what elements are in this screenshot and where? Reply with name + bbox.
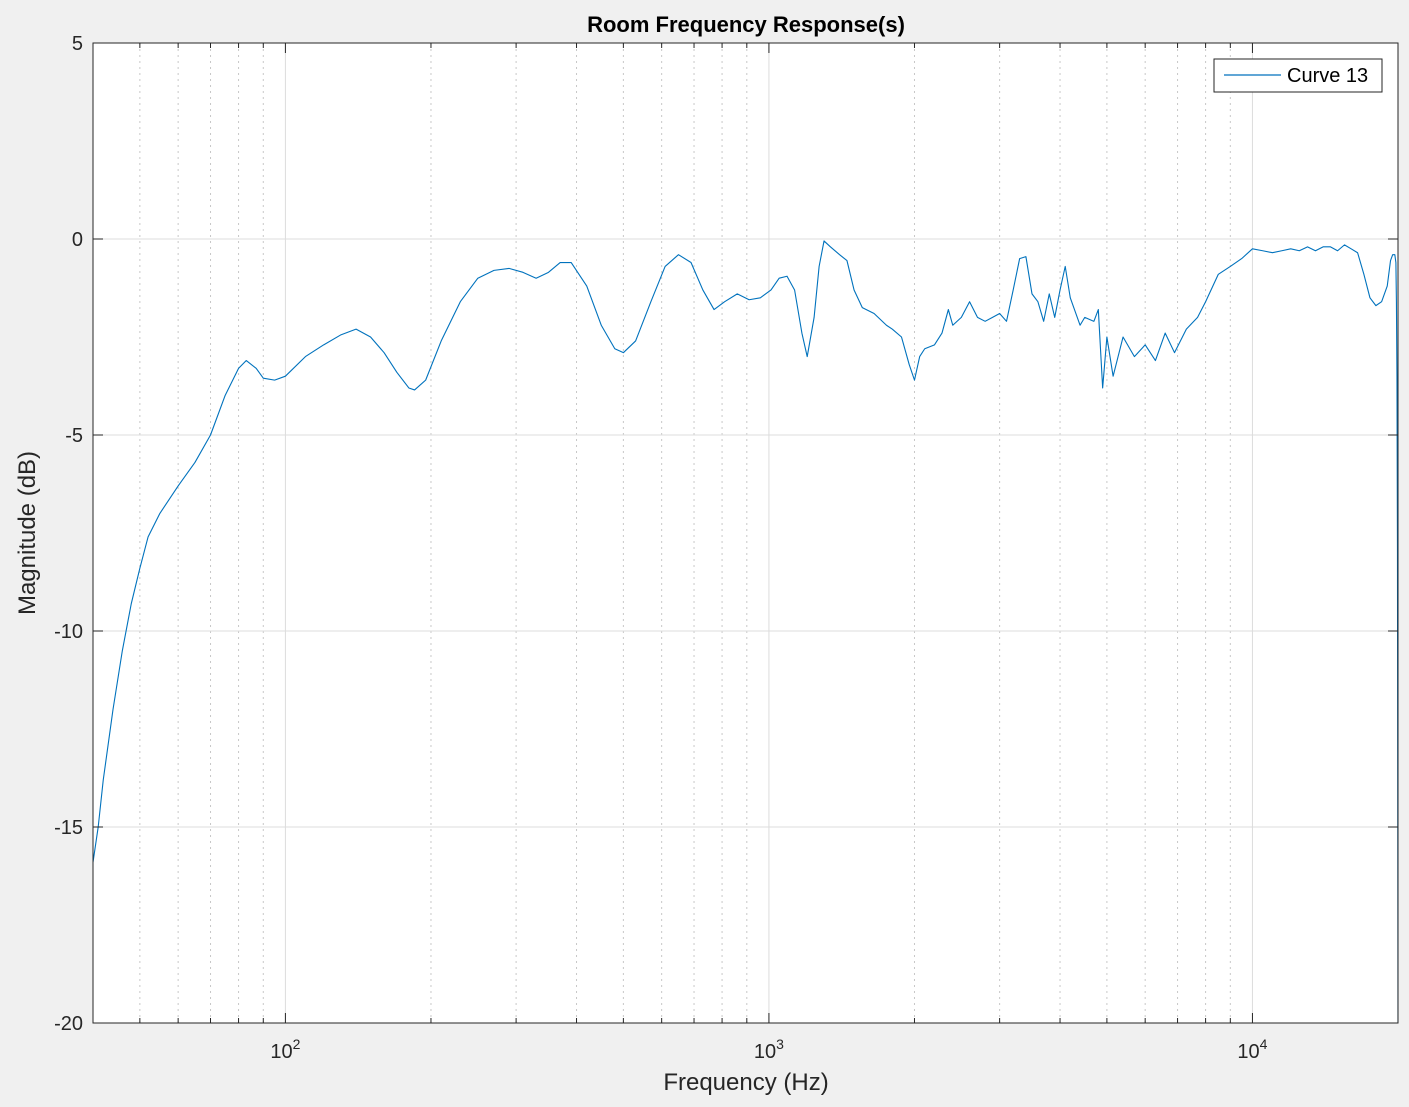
legend[interactable]: Curve 13 <box>1213 58 1383 93</box>
y-tick-label: 0 <box>72 229 83 251</box>
legend-label: Curve 13 <box>1287 65 1368 87</box>
chart-title: Room Frequency Response(s) <box>587 12 905 37</box>
x-tick-label: 103 <box>754 1036 784 1063</box>
axes-box <box>92 42 1399 1024</box>
curve-13-line <box>93 240 1398 1023</box>
y-tick-label: -5 <box>65 425 83 447</box>
x-tick-label: 102 <box>270 1036 300 1063</box>
x-tick-labels: 102 103 104 <box>270 1036 1267 1063</box>
y-tick-label: -15 <box>54 817 83 839</box>
y-axis-label: Magnitude (dB) <box>14 451 41 615</box>
y-tick-label: -10 <box>54 621 83 643</box>
plot-area <box>93 43 1398 1023</box>
x-axis-label: Frequency (Hz) <box>663 1069 828 1096</box>
ticks <box>93 42 1398 1024</box>
y-tick-label: -20 <box>54 1013 83 1035</box>
y-tick-label: 5 <box>72 33 83 55</box>
x-tick-label: 104 <box>1237 1036 1267 1063</box>
grid <box>93 43 1398 1023</box>
y-tick-labels: 5 0 -5 -10 -15 -20 <box>54 33 83 1035</box>
